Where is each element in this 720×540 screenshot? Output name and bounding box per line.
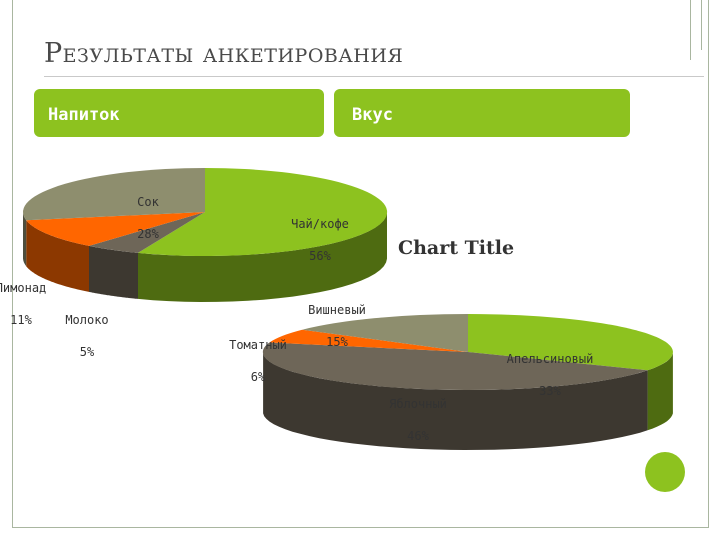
label-juice: Сок 28% xyxy=(118,178,178,242)
label-juice-pct: 28% xyxy=(137,227,159,241)
label-lemonade-pct: 11% xyxy=(10,313,32,327)
label-cherry: Вишневый 15% xyxy=(295,286,379,350)
pie0-slice-Чай/кофе xyxy=(138,167,388,256)
label-tomato-name: Томатный xyxy=(229,338,287,352)
pie1-slice-Вишневый xyxy=(302,314,468,352)
header-drink: Напиток xyxy=(34,89,324,137)
decorative-circle xyxy=(645,452,685,492)
pie1-slice-Апельсиновый xyxy=(468,314,673,371)
header-taste-label: Вкус xyxy=(352,105,393,125)
slide-border xyxy=(12,0,709,528)
label-lemonade-name: Лимонад xyxy=(0,281,47,295)
pie1-slice-Яблочный xyxy=(262,342,648,391)
pie0-side-Сок xyxy=(23,212,27,267)
pie0-side-Чай/кофе xyxy=(138,212,387,302)
label-juice-name: Сок xyxy=(137,195,159,209)
label-orange-name: Апельсиновый xyxy=(506,352,594,366)
corner-line xyxy=(701,0,702,50)
header-taste: Вкус xyxy=(334,89,630,137)
pie0-slice-Сок xyxy=(23,168,205,221)
label-orange: Апельсиновый 33% xyxy=(494,335,606,399)
slide-title: Результаты анкетирования xyxy=(44,38,404,69)
label-apple-name: Яблочный xyxy=(389,397,447,411)
label-milk-name: Молоко xyxy=(65,313,109,327)
pie0-slice-Лимонад xyxy=(26,212,206,246)
label-orange-pct: 33% xyxy=(539,384,561,398)
label-milk: Молоко 5% xyxy=(55,296,119,360)
pie1-side-Яблочный xyxy=(263,353,648,450)
header-drink-label: Напиток xyxy=(48,105,120,125)
label-lemonade: Лимонад 11% xyxy=(0,264,56,328)
pie0-side-Лимонад xyxy=(26,220,89,292)
label-milk-pct: 5% xyxy=(79,345,95,359)
pie0-side-Молоко xyxy=(89,245,138,299)
label-cherry-name: Вишневый xyxy=(308,303,366,317)
label-cherry-pct: 15% xyxy=(326,335,348,349)
pie0-slice-Молоко xyxy=(89,212,205,253)
corner-line xyxy=(690,0,691,60)
label-tomato-pct: 6% xyxy=(250,370,266,384)
label-tomato: Томатный 6% xyxy=(218,321,298,385)
label-apple: Яблочный 46% xyxy=(376,380,460,444)
chart-title: Chart Title xyxy=(398,237,515,259)
pie1-slice-Томатный xyxy=(269,329,468,352)
label-apple-pct: 46% xyxy=(407,429,429,443)
label-teacoffee-name: Чай/кофе xyxy=(291,217,349,231)
pie1-side-Апельсиновый xyxy=(647,353,673,431)
title-underline xyxy=(44,76,704,77)
label-teacoffee-pct: 56% xyxy=(309,249,331,263)
label-teacoffee: Чай/кофе 56% xyxy=(280,200,360,264)
